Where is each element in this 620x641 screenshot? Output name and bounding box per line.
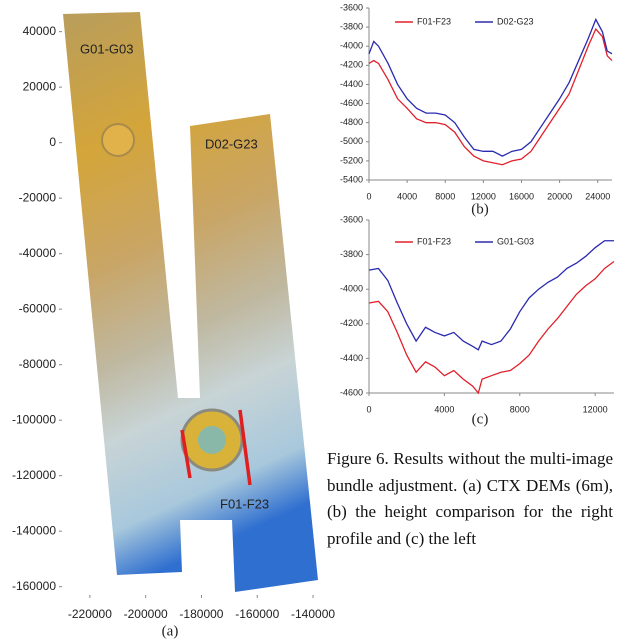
- y-tick-label: -3600: [340, 214, 363, 224]
- y-tick-label: 0: [49, 135, 56, 149]
- y-tick-label: -4200: [340, 318, 363, 328]
- map-label: D02-G23: [205, 136, 258, 151]
- y-tick-label: -4600: [340, 387, 363, 397]
- crater-floor: [198, 426, 226, 454]
- crater: [102, 124, 134, 156]
- x-tick-label: 20000: [547, 191, 572, 201]
- y-tick-label: -4000: [340, 41, 363, 51]
- y-tick-label: 40000: [23, 24, 57, 38]
- y-tick-label: -4200: [340, 60, 363, 70]
- x-tick-label: 24000: [585, 191, 610, 201]
- map-label: G01-G03: [80, 41, 133, 56]
- y-tick-label: -80000: [19, 357, 57, 371]
- line-series: [369, 262, 614, 393]
- y-tick-label: -4800: [340, 117, 363, 127]
- x-tick-label: -200000: [124, 607, 168, 621]
- x-tick-label: 0: [366, 404, 371, 414]
- x-tick-label: 0: [366, 191, 371, 201]
- y-tick-label: -4000: [340, 284, 363, 294]
- y-tick-label: -3800: [340, 21, 363, 31]
- x-tick-label: 16000: [509, 191, 534, 201]
- panel-label: (b): [471, 201, 489, 217]
- line-series: [369, 19, 612, 156]
- x-tick-label: 4000: [434, 404, 454, 414]
- x-tick-label: -180000: [179, 607, 223, 621]
- caption: Figure 6. Results without the multi-imag…: [327, 446, 613, 552]
- y-tick-label: -140000: [12, 523, 56, 537]
- y-tick-label: -20000: [19, 190, 57, 204]
- y-tick-label: 20000: [23, 79, 57, 93]
- dem-mosaic: [63, 12, 318, 592]
- y-tick-label: -160000: [12, 579, 56, 593]
- y-tick-label: -5400: [340, 174, 363, 184]
- y-tick-label: -5200: [340, 155, 363, 165]
- y-tick-label: -4400: [340, 353, 363, 363]
- legend-label: G01-G03: [497, 236, 534, 246]
- y-tick-label: -120000: [12, 468, 56, 482]
- x-tick-label: -220000: [68, 607, 112, 621]
- legend-label: D02-G23: [497, 16, 534, 26]
- y-tick-label: -40000: [19, 246, 57, 260]
- x-tick-label: -140000: [291, 607, 335, 621]
- panel-label: (c): [472, 411, 489, 427]
- x-tick-label: 12000: [471, 191, 496, 201]
- x-tick-label: -160000: [235, 607, 279, 621]
- y-tick-label: -60000: [19, 301, 57, 315]
- x-tick-label: 12000: [583, 404, 608, 414]
- y-tick-label: -4600: [340, 98, 363, 108]
- x-tick-label: 8000: [510, 404, 530, 414]
- x-tick-label: 4000: [397, 191, 417, 201]
- legend-label: F01-F23: [417, 16, 451, 26]
- legend-label: F01-F23: [417, 236, 451, 246]
- panel-label: (a): [162, 623, 179, 639]
- page: 40000200000-20000-40000-60000-80000-1000…: [0, 0, 620, 641]
- x-tick-label: 8000: [435, 191, 455, 201]
- y-tick-label: -5000: [340, 136, 363, 146]
- y-tick-label: -100000: [12, 412, 56, 426]
- y-tick-label: -4400: [340, 79, 363, 89]
- y-tick-label: -3800: [340, 249, 363, 259]
- y-tick-label: -3600: [340, 2, 363, 12]
- line-series: [369, 241, 614, 350]
- map-label: F01-F23: [220, 496, 269, 511]
